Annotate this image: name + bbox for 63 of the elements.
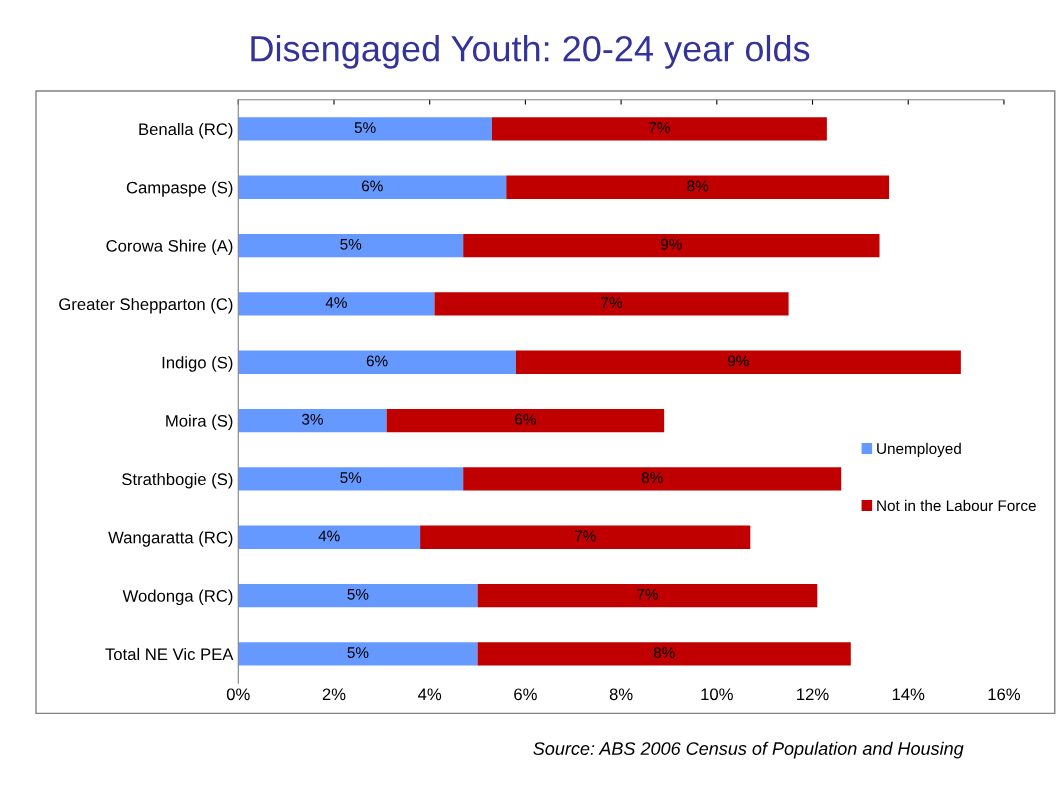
data-label: 8% xyxy=(653,647,675,659)
bar xyxy=(238,525,421,549)
x-tick-label: 16% xyxy=(988,688,1021,701)
y-tick-label: Wangaratta (RC) xyxy=(108,531,233,547)
bar xyxy=(238,642,478,666)
data-label: 4% xyxy=(318,530,340,542)
bar xyxy=(434,292,789,316)
y-tick-label: Moira (S) xyxy=(166,414,233,431)
bar xyxy=(238,467,464,491)
y-tick-label: Strathbogie (S) xyxy=(122,472,233,489)
data-label: 5% xyxy=(340,472,362,484)
bar xyxy=(491,117,827,141)
bar xyxy=(238,117,492,141)
x-tick-label: 10% xyxy=(701,688,733,701)
bar xyxy=(515,350,961,374)
x-tick-label: 12% xyxy=(797,688,829,701)
data-label: 6% xyxy=(362,180,383,192)
bar xyxy=(420,525,751,549)
y-tick-label: Indigo (S) xyxy=(162,356,233,372)
legend-label: Unemployed xyxy=(877,442,961,458)
chart-title: Disengaged Youth: 20-24 year olds xyxy=(251,35,810,69)
data-label: 3% xyxy=(301,413,323,425)
bar xyxy=(463,467,842,491)
bar xyxy=(463,233,880,258)
data-label: 6% xyxy=(515,413,536,425)
y-tick-label: Campaspe (S) xyxy=(126,181,233,197)
data-label: 5% xyxy=(340,238,362,250)
bar xyxy=(238,175,507,199)
data-label: 5% xyxy=(347,588,369,600)
bar xyxy=(477,583,818,608)
bar xyxy=(238,583,478,608)
data-label: 5% xyxy=(354,122,376,134)
x-tick-label: 14% xyxy=(892,688,925,701)
bar xyxy=(506,175,890,199)
x-tick-label: 2% xyxy=(322,688,346,701)
bar xyxy=(477,642,851,666)
y-tick-label: Corowa Shire (A) xyxy=(106,239,233,256)
source-note: Source: ABS 2006 Census of Population and Housing xyxy=(533,741,964,759)
bar xyxy=(386,408,665,433)
data-label: 5% xyxy=(347,647,369,659)
data-label: 9% xyxy=(728,355,749,367)
data-label: 7% xyxy=(601,297,623,308)
data-label: 7% xyxy=(574,530,596,542)
legend-label: Not in the Labour Force xyxy=(877,499,1036,512)
bar xyxy=(238,408,387,433)
x-tick-label: 0% xyxy=(226,688,250,701)
data-label: 7% xyxy=(649,122,670,133)
bar xyxy=(238,292,435,316)
data-label: 8% xyxy=(687,180,709,192)
y-tick-label: Wodonga (RC) xyxy=(122,589,233,606)
y-tick-label: Benalla (RC) xyxy=(139,122,233,139)
data-label: 6% xyxy=(366,355,388,367)
y-tick-label: Total NE Vic PEA xyxy=(105,647,234,661)
data-label: 8% xyxy=(641,472,663,484)
bar xyxy=(238,233,464,258)
x-tick-label: 6% xyxy=(514,688,537,701)
data-label: 4% xyxy=(325,297,347,308)
bar xyxy=(238,350,516,374)
x-tick-label: 4% xyxy=(418,688,442,701)
y-tick-label: Greater Shepparton (C) xyxy=(59,297,233,314)
data-label: 9% xyxy=(661,238,682,250)
data-label: 7% xyxy=(637,588,658,600)
x-tick-label: 8% xyxy=(609,688,633,701)
